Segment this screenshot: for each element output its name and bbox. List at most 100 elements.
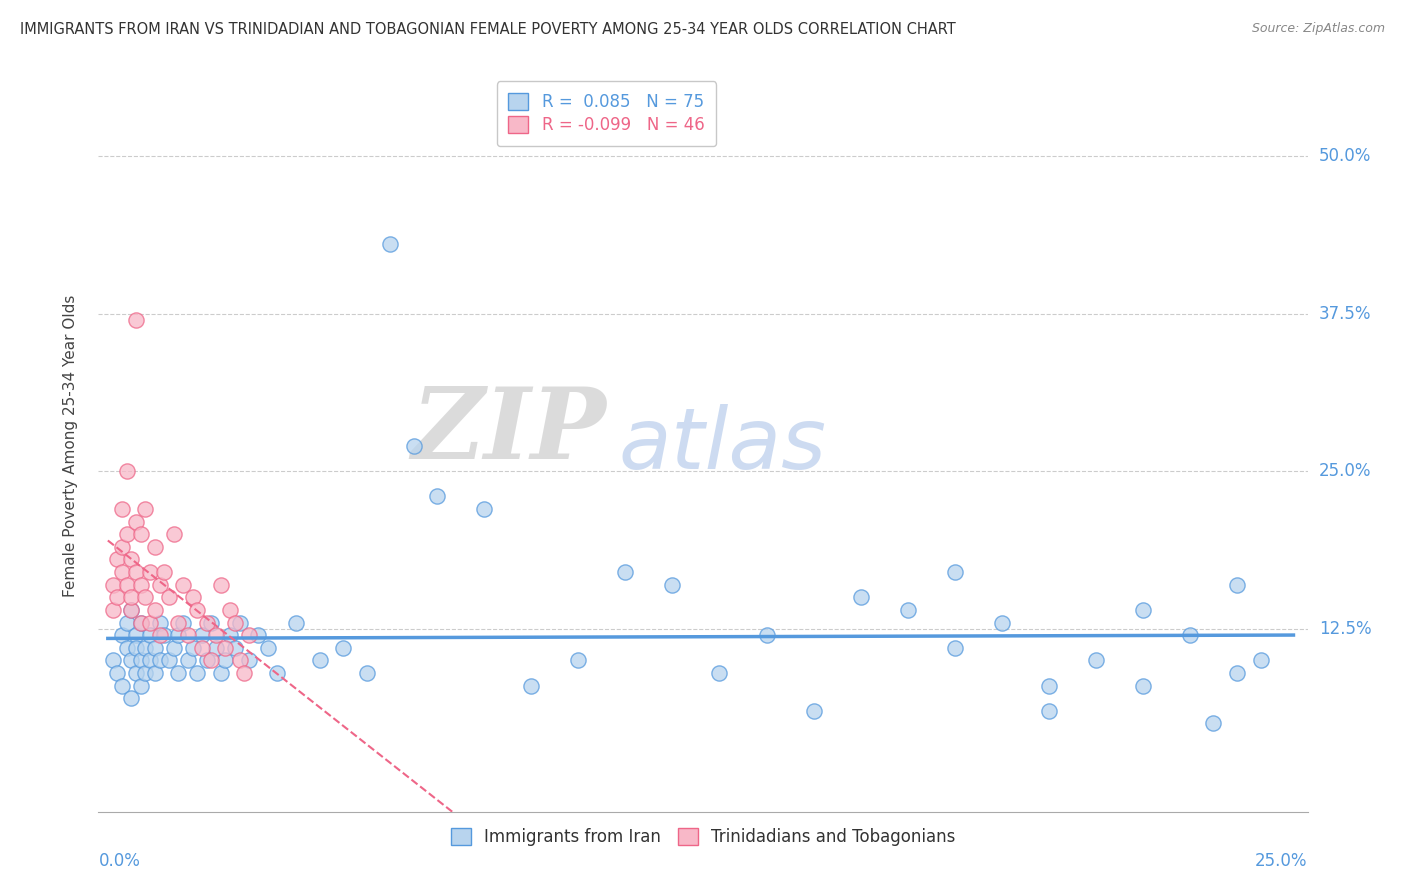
Point xyxy=(755,628,778,642)
Point xyxy=(149,578,172,592)
Point xyxy=(709,665,731,680)
Point xyxy=(205,628,228,642)
Point xyxy=(181,640,204,655)
Point xyxy=(219,603,242,617)
Point xyxy=(426,490,449,504)
Point xyxy=(129,615,152,630)
Text: ZIP: ZIP xyxy=(412,384,606,480)
Point xyxy=(139,615,162,630)
Point xyxy=(224,615,246,630)
Point xyxy=(228,615,250,630)
Point xyxy=(247,628,270,642)
Text: Source: ZipAtlas.com: Source: ZipAtlas.com xyxy=(1251,22,1385,36)
Point xyxy=(167,665,190,680)
Point xyxy=(125,628,148,642)
Point xyxy=(943,640,966,655)
Point xyxy=(134,640,156,655)
Point xyxy=(125,640,148,655)
Point xyxy=(219,628,242,642)
Point xyxy=(129,679,152,693)
Point xyxy=(191,640,214,655)
Point xyxy=(520,679,543,693)
Point xyxy=(125,313,148,327)
Point xyxy=(120,603,142,617)
Point xyxy=(101,653,124,667)
Point xyxy=(1226,665,1249,680)
Point xyxy=(157,653,180,667)
Text: 25.0%: 25.0% xyxy=(1256,852,1308,870)
Point xyxy=(149,628,172,642)
Point xyxy=(214,653,236,667)
Point xyxy=(115,615,138,630)
Point xyxy=(153,565,176,579)
Point xyxy=(614,565,637,579)
Point xyxy=(238,653,260,667)
Point xyxy=(111,679,134,693)
Point xyxy=(105,552,128,566)
Point xyxy=(115,464,138,478)
Point xyxy=(120,552,142,566)
Point xyxy=(129,527,152,541)
Point xyxy=(101,578,124,592)
Point xyxy=(472,502,495,516)
Point xyxy=(356,665,378,680)
Point xyxy=(285,615,308,630)
Point xyxy=(200,653,222,667)
Point xyxy=(134,591,156,605)
Point xyxy=(803,704,825,718)
Text: 25.0%: 25.0% xyxy=(1319,462,1371,480)
Point xyxy=(308,653,330,667)
Point xyxy=(1038,704,1060,718)
Point xyxy=(111,502,134,516)
Point xyxy=(897,603,920,617)
Point xyxy=(1178,628,1201,642)
Point xyxy=(120,691,142,706)
Point xyxy=(1084,653,1107,667)
Text: 12.5%: 12.5% xyxy=(1319,620,1371,638)
Point xyxy=(1250,653,1272,667)
Point xyxy=(332,640,354,655)
Point xyxy=(115,527,138,541)
Point xyxy=(228,653,250,667)
Point xyxy=(139,628,162,642)
Point xyxy=(1202,716,1225,731)
Point xyxy=(115,640,138,655)
Point xyxy=(111,628,134,642)
Point xyxy=(129,578,152,592)
Point xyxy=(120,653,142,667)
Point xyxy=(177,653,200,667)
Point xyxy=(233,665,256,680)
Point xyxy=(120,591,142,605)
Point xyxy=(209,665,232,680)
Point xyxy=(111,540,134,554)
Point xyxy=(167,615,190,630)
Point xyxy=(125,515,148,529)
Point xyxy=(181,591,204,605)
Point xyxy=(224,640,246,655)
Point xyxy=(143,640,166,655)
Point xyxy=(157,591,180,605)
Point xyxy=(191,628,214,642)
Point xyxy=(1132,603,1154,617)
Point xyxy=(200,615,222,630)
Point xyxy=(1226,578,1249,592)
Point xyxy=(186,665,208,680)
Text: atlas: atlas xyxy=(619,404,827,488)
Point xyxy=(125,665,148,680)
Point xyxy=(111,565,134,579)
Point xyxy=(105,665,128,680)
Point xyxy=(177,628,200,642)
Point xyxy=(134,502,156,516)
Point xyxy=(1038,679,1060,693)
Point xyxy=(186,603,208,617)
Point xyxy=(266,665,288,680)
Point xyxy=(149,653,172,667)
Point xyxy=(214,640,236,655)
Point xyxy=(990,615,1012,630)
Point xyxy=(205,640,228,655)
Point xyxy=(378,237,401,252)
Point xyxy=(402,439,425,453)
Point xyxy=(115,578,138,592)
Point xyxy=(149,615,172,630)
Point xyxy=(238,628,260,642)
